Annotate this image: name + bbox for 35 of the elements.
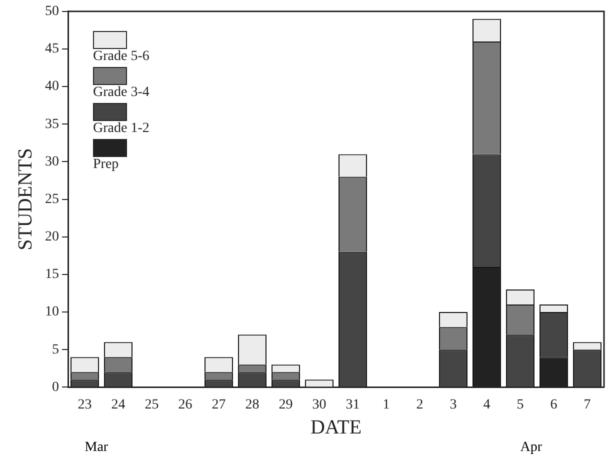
x-tick-label: 7 xyxy=(584,397,591,412)
y-axis-title: STUDENTS xyxy=(14,148,36,250)
x-tick-label: 28 xyxy=(245,397,260,412)
y-tick-label: 35 xyxy=(45,116,59,132)
x-tick-label: 26 xyxy=(178,397,192,412)
y-tick-label: 40 xyxy=(45,79,59,94)
x-tick-label: 1 xyxy=(382,397,390,412)
text: Apr xyxy=(520,440,542,456)
y-tick-label: 15 xyxy=(45,267,59,282)
x-tick-label: 27 xyxy=(212,397,226,412)
y-tick-label: 25 xyxy=(45,192,59,207)
legend-label: Grade 5-6 xyxy=(93,49,150,66)
x-tick-label: 3 xyxy=(450,397,457,412)
legend-label: Grade 3-4 xyxy=(93,85,150,102)
x-tick-label: 5 xyxy=(516,397,524,412)
x-tick-label: 31 xyxy=(346,397,360,412)
x-tick-label: 30 xyxy=(312,397,326,412)
y-tick-label: 50 xyxy=(45,4,59,20)
x-tick-label: 6 xyxy=(550,397,558,412)
text: Mar xyxy=(84,440,108,456)
x-tick-label: 24 xyxy=(111,397,126,412)
legend-label: Grade 1-2 xyxy=(93,121,150,138)
y-tick-label: 20 xyxy=(45,230,59,245)
y-tick-label: 5 xyxy=(52,342,59,358)
x-tick-label: 4 xyxy=(483,397,490,412)
y-tick-label: 45 xyxy=(45,42,59,57)
x-tick-label: 2 xyxy=(416,397,424,412)
x-tick-label: 29 xyxy=(278,397,293,412)
y-tick-label: 0 xyxy=(52,380,59,395)
legend-label: Prep xyxy=(93,157,120,174)
y-tick-label: 30 xyxy=(45,154,59,170)
x-tick-label: 23 xyxy=(78,397,92,412)
y-tick-label: 10 xyxy=(45,304,59,320)
x-axis-title: DATE xyxy=(310,416,362,438)
x-tick-label: 25 xyxy=(144,397,159,412)
